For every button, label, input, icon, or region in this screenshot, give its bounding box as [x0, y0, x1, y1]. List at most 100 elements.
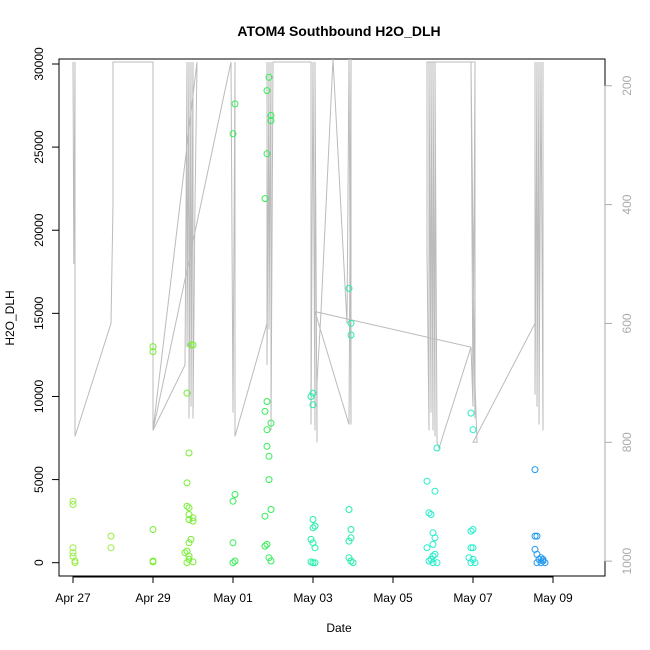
- data-point: [431, 550, 439, 558]
- x-axis-label: Date: [326, 621, 352, 635]
- data-point: [69, 497, 77, 505]
- data-point: [347, 319, 355, 327]
- data-point: [185, 504, 193, 512]
- data-point: [261, 512, 269, 520]
- right-tick-label: 400: [620, 194, 634, 214]
- data-point: [425, 557, 433, 565]
- data-point: [309, 516, 317, 523]
- pressure-line-group: [72, 58, 544, 450]
- data-point: [307, 393, 315, 400]
- data-point: [309, 401, 317, 409]
- data-point: [469, 526, 477, 533]
- data-point: [263, 540, 271, 548]
- data-point: [261, 407, 269, 415]
- data-point: [185, 539, 193, 547]
- data-point: [71, 559, 79, 567]
- data-point: [267, 419, 275, 427]
- x-tick-label: May 01: [213, 591, 253, 605]
- x-axis: Apr 27 Apr 29 May 01 May 03 May 05 May 07 May …: [55, 576, 573, 605]
- right-tick-label: 800: [620, 432, 634, 452]
- data-point: [185, 552, 193, 560]
- data-point: [263, 87, 271, 95]
- data-point: [263, 150, 271, 158]
- data-point: [427, 511, 435, 518]
- data-point: [263, 426, 271, 434]
- data-point: [311, 559, 319, 567]
- data-point: [467, 544, 475, 552]
- data-point: [349, 559, 357, 567]
- data-point: [423, 544, 431, 552]
- right-tick-label: 200: [620, 75, 634, 95]
- data-point: [69, 549, 77, 557]
- right-axis: 200 400 600 800 1000: [604, 75, 634, 574]
- data-point: [183, 502, 191, 510]
- data-point: [189, 341, 197, 349]
- data-point: [309, 389, 317, 397]
- data-point: [267, 112, 275, 119]
- data-point: [183, 559, 191, 567]
- data-point: [231, 491, 239, 498]
- data-point: [107, 544, 115, 552]
- data-point: [183, 479, 191, 487]
- points-group: [69, 73, 549, 567]
- right-tick-label: 1000: [620, 547, 634, 574]
- data-point: [69, 544, 77, 552]
- data-point: [431, 534, 439, 542]
- data-point: [533, 559, 541, 567]
- y-tick-label: 15000: [32, 296, 46, 330]
- data-point: [181, 549, 189, 557]
- data-point: [263, 442, 271, 450]
- data-point: [107, 532, 115, 540]
- data-point: [229, 130, 237, 138]
- data-point: [425, 509, 433, 517]
- data-point: [347, 331, 355, 339]
- data-point: [183, 389, 191, 397]
- data-point: [533, 532, 541, 540]
- data-point: [311, 544, 319, 552]
- data-point: [469, 426, 477, 434]
- data-point: [431, 487, 439, 495]
- x-tick-label: May 09: [533, 591, 573, 605]
- y-axis-label: H2O_DLH: [3, 290, 17, 345]
- data-point: [265, 452, 273, 460]
- plot-frame: [58, 58, 606, 577]
- data-point: [311, 522, 319, 530]
- x-tick-label: May 05: [373, 591, 413, 605]
- y-axis: 0 5000 10000 15000 20000 25000 30000: [32, 47, 60, 566]
- data-point: [433, 444, 441, 452]
- data-point: [423, 477, 431, 485]
- y-tick-label: 5000: [32, 466, 46, 493]
- data-point: [149, 348, 157, 356]
- data-point: [433, 559, 441, 567]
- data-point: [261, 195, 269, 203]
- y-tick-label: 20000: [32, 213, 46, 247]
- data-point: [429, 559, 437, 567]
- data-point: [185, 516, 193, 523]
- x-tick-label: Apr 27: [55, 591, 91, 605]
- data-point: [307, 535, 315, 543]
- data-point: [231, 557, 239, 565]
- data-point: [149, 343, 157, 351]
- data-point: [231, 100, 239, 108]
- data-point: [347, 557, 355, 565]
- data-point: [345, 284, 353, 292]
- data-point: [261, 542, 269, 550]
- data-point: [471, 559, 479, 567]
- chart-title: ATOM4 Southbound H2O_DLH: [237, 23, 440, 39]
- data-point: [469, 544, 477, 552]
- data-point: [189, 514, 197, 522]
- right-tick-label: 600: [620, 313, 634, 333]
- x-tick-label: May 07: [453, 591, 493, 605]
- x-tick-label: May 03: [293, 591, 333, 605]
- data-point: [69, 501, 77, 508]
- pressure-line: [72, 58, 544, 450]
- x-tick-label: Apr 29: [135, 591, 171, 605]
- data-point: [309, 524, 317, 532]
- y-tick-label: 30000: [32, 47, 46, 81]
- data-point: [229, 497, 237, 505]
- data-point: [541, 559, 549, 567]
- data-point: [229, 539, 237, 547]
- data-point: [429, 540, 437, 548]
- data-point: [467, 559, 475, 567]
